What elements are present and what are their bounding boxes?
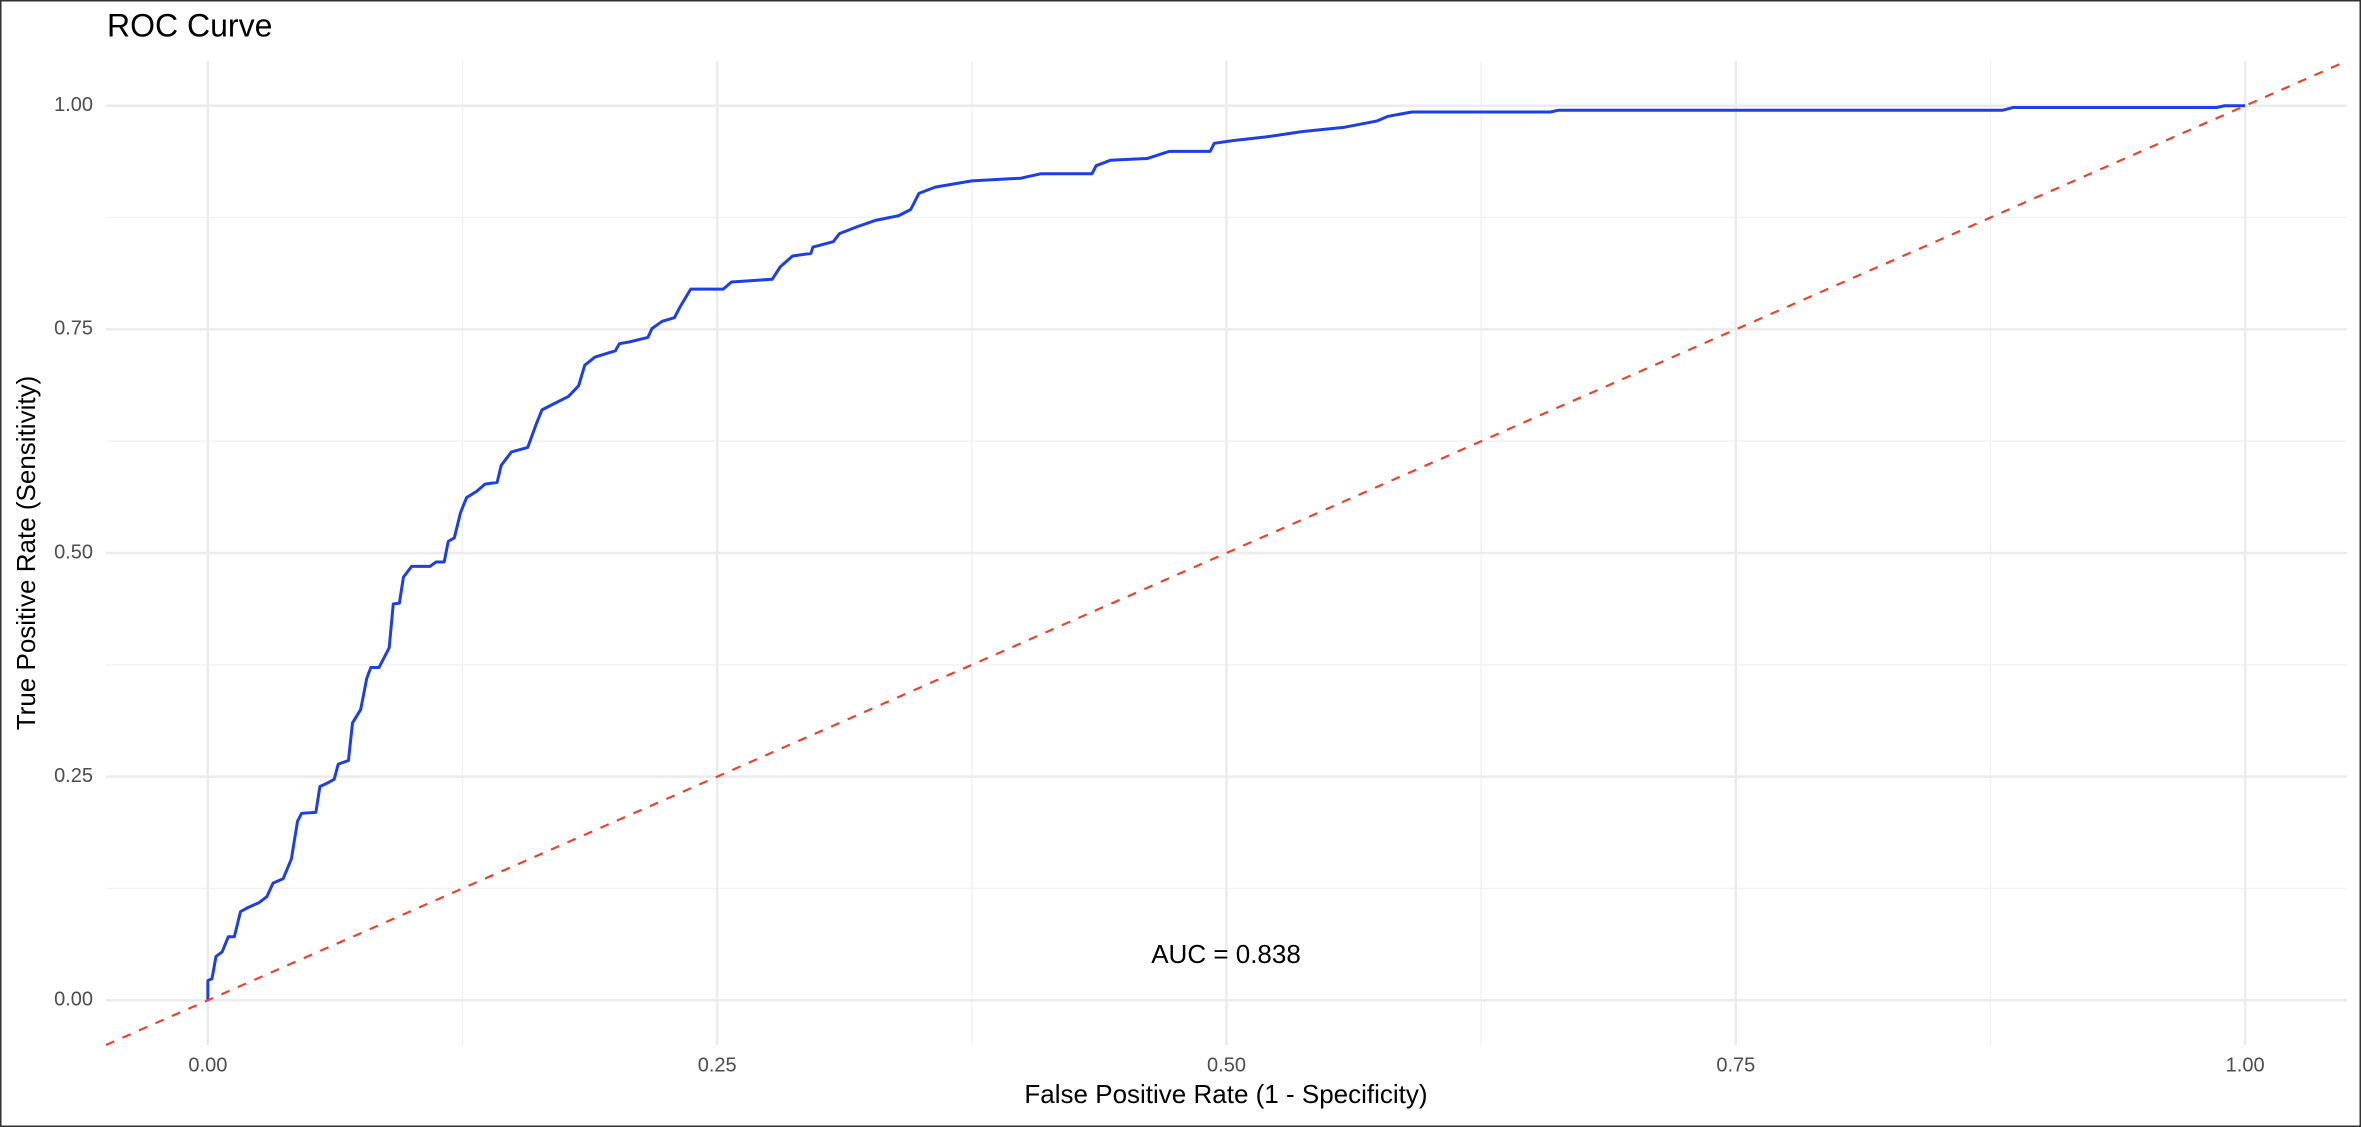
x-axis-title: False Positive Rate (1 - Specificity) <box>1024 1079 1427 1109</box>
reference-line <box>105 59 2348 1047</box>
auc-annotation: AUC = 0.838 <box>1151 939 1301 969</box>
y-tick-label: 0.25 <box>54 765 93 787</box>
chart-title: ROC Curve <box>107 7 272 43</box>
y-axis-title: True Positive Rate (Sensitivity) <box>11 376 41 730</box>
x-tick-label: 0.75 <box>1716 1054 1755 1076</box>
roc-line <box>206 104 2246 1001</box>
x-tick-label: 0.00 <box>188 1054 227 1076</box>
x-tick-label: 0.50 <box>1207 1054 1246 1076</box>
y-tick-label: 0.75 <box>54 318 93 340</box>
marks-layer <box>105 59 2348 1047</box>
y-tick-label: 0.00 <box>54 989 93 1011</box>
x-tick-label: 1.00 <box>2226 1054 2265 1076</box>
y-tick-label: 0.50 <box>54 541 93 563</box>
grid-layer <box>106 61 2347 1045</box>
x-tick-label: 0.25 <box>698 1054 737 1076</box>
y-tick-label: 1.00 <box>54 94 93 116</box>
